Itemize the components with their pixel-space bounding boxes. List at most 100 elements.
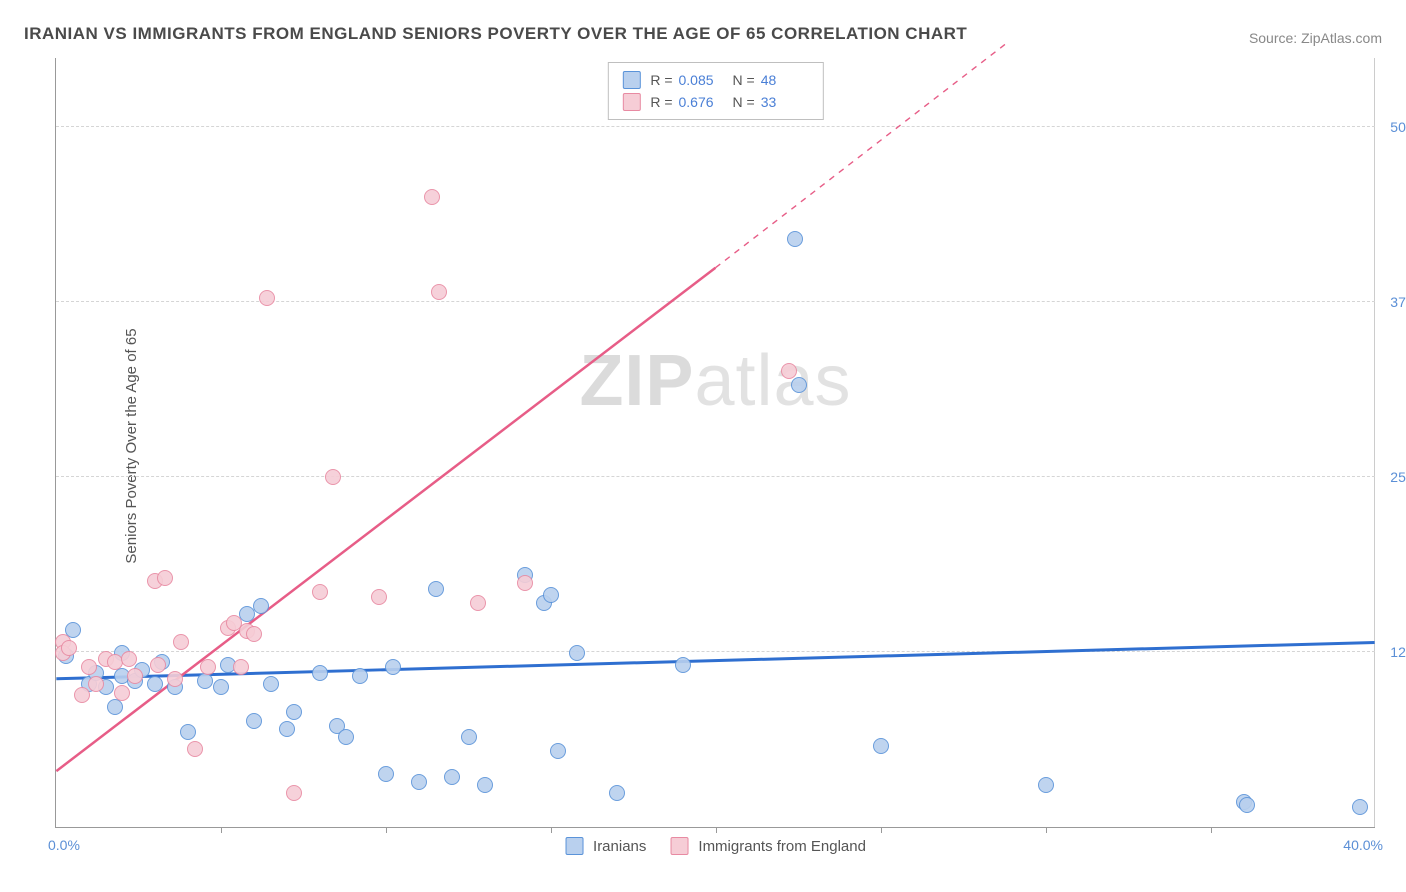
scatter-point-england: [470, 595, 486, 611]
x-tick: [221, 827, 222, 833]
scatter-point-england: [233, 659, 249, 675]
scatter-point-iranians: [338, 729, 354, 745]
scatter-point-iranians: [609, 785, 625, 801]
stat-r-label: R =: [650, 91, 672, 113]
gridline: 25.0%: [56, 476, 1375, 477]
scatter-point-iranians: [246, 713, 262, 729]
gridline: 12.5%: [56, 651, 1375, 652]
watermark-zip: ZIP: [579, 341, 694, 421]
scatter-point-england: [246, 626, 262, 642]
swatch-iranians: [565, 837, 583, 855]
scatter-point-iranians: [675, 657, 691, 673]
scatter-point-iranians: [477, 777, 493, 793]
watermark-atlas: atlas: [694, 341, 851, 421]
trend-line: [56, 268, 715, 771]
stat-n-england: 33: [761, 91, 809, 113]
swatch-england: [622, 93, 640, 111]
scatter-point-iranians: [286, 704, 302, 720]
scatter-point-iranians: [411, 774, 427, 790]
scatter-point-iranians: [312, 665, 328, 681]
stat-n-label: N =: [733, 69, 755, 91]
scatter-point-iranians: [461, 729, 477, 745]
x-origin-label: 0.0%: [48, 837, 80, 853]
x-tick: [1211, 827, 1212, 833]
trend-line: [56, 642, 1374, 678]
scatter-point-iranians: [550, 743, 566, 759]
scatter-point-england: [286, 785, 302, 801]
scatter-point-iranians: [352, 668, 368, 684]
chart-title: IRANIAN VS IMMIGRANTS FROM ENGLAND SENIO…: [24, 24, 967, 44]
scatter-point-iranians: [385, 659, 401, 675]
scatter-point-england: [74, 687, 90, 703]
scatter-point-england: [121, 651, 137, 667]
scatter-point-england: [114, 685, 130, 701]
scatter-point-iranians: [569, 645, 585, 661]
swatch-england: [670, 837, 688, 855]
x-tick: [1046, 827, 1047, 833]
scatter-point-iranians: [1038, 777, 1054, 793]
stat-r-label: R =: [650, 69, 672, 91]
legend-item-iranians: Iranians: [565, 837, 646, 855]
stat-n-label: N =: [733, 91, 755, 113]
scatter-point-iranians: [787, 231, 803, 247]
gridline: 50.0%: [56, 126, 1375, 127]
x-tick: [716, 827, 717, 833]
scatter-point-england: [81, 659, 97, 675]
legend-label-iranians: Iranians: [593, 838, 646, 855]
scatter-point-england: [781, 363, 797, 379]
scatter-point-england: [61, 640, 77, 656]
scatter-point-iranians: [428, 581, 444, 597]
scatter-point-england: [312, 584, 328, 600]
scatter-point-iranians: [147, 676, 163, 692]
scatter-point-england: [167, 671, 183, 687]
scatter-point-england: [173, 634, 189, 650]
scatter-point-iranians: [180, 724, 196, 740]
y-tick-label: 25.0%: [1380, 469, 1406, 485]
scatter-point-england: [157, 570, 173, 586]
scatter-point-england: [371, 589, 387, 605]
scatter-point-iranians: [107, 699, 123, 715]
stats-row-england: R = 0.676 N = 33: [622, 91, 808, 113]
scatter-point-england: [325, 469, 341, 485]
source-link[interactable]: ZipAtlas.com: [1301, 30, 1382, 46]
scatter-point-iranians: [279, 721, 295, 737]
y-tick-label: 50.0%: [1380, 119, 1406, 135]
y-tick-label: 37.5%: [1380, 294, 1406, 310]
scatter-point-england: [200, 659, 216, 675]
stats-legend: R = 0.085 N = 48 R = 0.676 N = 33: [607, 62, 823, 120]
scatter-point-england: [424, 189, 440, 205]
bottom-legend: Iranians Immigrants from England: [565, 837, 866, 855]
scatter-point-england: [88, 676, 104, 692]
scatter-point-iranians: [444, 769, 460, 785]
scatter-point-iranians: [213, 679, 229, 695]
scatter-point-iranians: [873, 738, 889, 754]
source-prefix: Source:: [1249, 30, 1301, 46]
source-label: Source: ZipAtlas.com: [1249, 30, 1382, 46]
x-tick: [881, 827, 882, 833]
swatch-iranians: [622, 71, 640, 89]
scatter-point-england: [127, 668, 143, 684]
plot-right-border: [1374, 58, 1375, 827]
scatter-point-iranians: [378, 766, 394, 782]
stat-r-england: 0.676: [679, 91, 727, 113]
scatter-point-iranians: [197, 673, 213, 689]
scatter-point-england: [150, 657, 166, 673]
scatter-point-iranians: [543, 587, 559, 603]
scatter-point-england: [259, 290, 275, 306]
y-tick-label: 12.5%: [1380, 644, 1406, 660]
gridline: 37.5%: [56, 301, 1375, 302]
scatter-point-england: [431, 284, 447, 300]
x-max-label: 40.0%: [1343, 837, 1383, 853]
legend-label-england: Immigrants from England: [698, 838, 866, 855]
scatter-point-iranians: [791, 377, 807, 393]
scatter-point-iranians: [1239, 797, 1255, 813]
x-tick: [551, 827, 552, 833]
scatter-point-england: [517, 575, 533, 591]
legend-item-england: Immigrants from England: [670, 837, 866, 855]
scatter-point-england: [187, 741, 203, 757]
scatter-point-iranians: [1352, 799, 1368, 815]
stats-row-iranians: R = 0.085 N = 48: [622, 69, 808, 91]
x-tick: [386, 827, 387, 833]
plot-area: ZIPatlas 12.5% 25.0% 37.5% 50.0% R = 0.085 …: [55, 58, 1375, 828]
scatter-point-iranians: [263, 676, 279, 692]
